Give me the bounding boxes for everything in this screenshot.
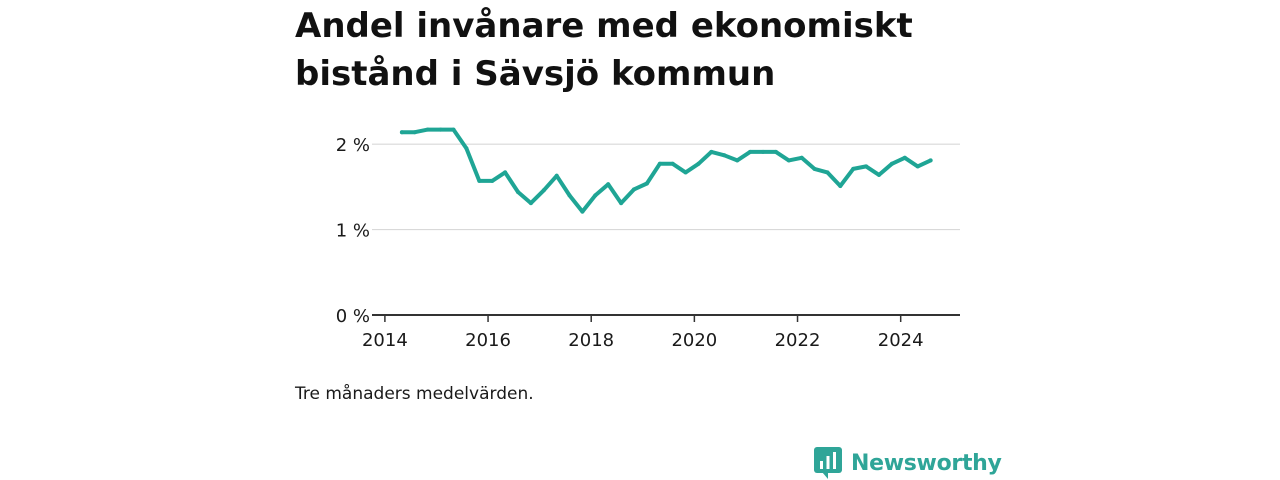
data-point bbox=[567, 193, 572, 198]
data-point bbox=[399, 130, 404, 135]
x-tick-label: 2018 bbox=[568, 330, 614, 351]
data-point bbox=[735, 158, 740, 163]
data-point bbox=[554, 173, 559, 178]
data-point bbox=[670, 161, 675, 166]
data-point bbox=[902, 155, 907, 160]
newsworthy-bar-chart-logo-icon bbox=[814, 447, 842, 479]
data-point bbox=[632, 187, 636, 192]
data-point bbox=[889, 161, 894, 166]
y-tick-label: 2 % bbox=[336, 135, 370, 156]
gridlines bbox=[372, 143, 960, 231]
data-point bbox=[915, 164, 920, 169]
data-point bbox=[748, 149, 753, 154]
series-line-0 bbox=[399, 127, 933, 214]
data-point bbox=[825, 170, 830, 175]
data-point bbox=[683, 170, 688, 175]
data-point bbox=[619, 201, 624, 206]
data-point bbox=[851, 166, 856, 171]
data-point bbox=[490, 178, 495, 183]
data-point bbox=[477, 178, 482, 183]
data-point bbox=[773, 149, 778, 154]
data-point bbox=[606, 182, 611, 187]
x-tick-label: 2024 bbox=[878, 330, 924, 351]
brand-name: Newsworthy bbox=[851, 450, 1002, 476]
y-tick-label: 0 % bbox=[336, 306, 370, 327]
data-point bbox=[503, 170, 508, 175]
newsworthy-brand[interactable]: Newsworthy bbox=[814, 446, 1002, 480]
y-axis-tick-labels: 0 % 1 % 2 % bbox=[336, 135, 370, 327]
data-point bbox=[438, 127, 443, 132]
data-point bbox=[928, 158, 933, 163]
data-point bbox=[644, 181, 649, 186]
data-point bbox=[464, 146, 469, 151]
data-point bbox=[786, 158, 791, 163]
data-point bbox=[864, 164, 869, 169]
data-point bbox=[877, 172, 881, 177]
data-point bbox=[412, 130, 417, 135]
x-axis bbox=[372, 314, 960, 322]
data-point bbox=[528, 201, 533, 206]
data-point bbox=[425, 127, 430, 132]
x-tick-label: 2016 bbox=[465, 330, 511, 351]
x-tick-label: 2020 bbox=[671, 330, 717, 351]
data-point bbox=[541, 188, 546, 193]
data-point bbox=[812, 166, 817, 171]
data-point bbox=[709, 149, 714, 154]
data-point bbox=[799, 155, 804, 160]
data-point bbox=[696, 161, 701, 166]
x-tick-label: 2022 bbox=[775, 330, 821, 351]
chart-title: Andel invånare med ekonomiskt bistånd i … bbox=[295, 6, 913, 94]
data-point bbox=[838, 184, 843, 188]
data-point bbox=[593, 193, 598, 198]
chart-note: Tre månaders medelvärden. bbox=[295, 384, 534, 404]
data-point bbox=[657, 161, 662, 166]
x-tick-label: 2014 bbox=[362, 330, 408, 351]
y-tick-label: 1 % bbox=[336, 221, 370, 242]
data-point bbox=[451, 127, 456, 132]
data-point bbox=[722, 153, 727, 158]
data-point bbox=[580, 209, 585, 214]
series-layer bbox=[399, 127, 933, 214]
data-point bbox=[761, 149, 765, 154]
x-axis-tick-labels: 2014 2016 2018 2020 2022 2024 bbox=[362, 330, 924, 351]
data-point bbox=[516, 190, 520, 194]
